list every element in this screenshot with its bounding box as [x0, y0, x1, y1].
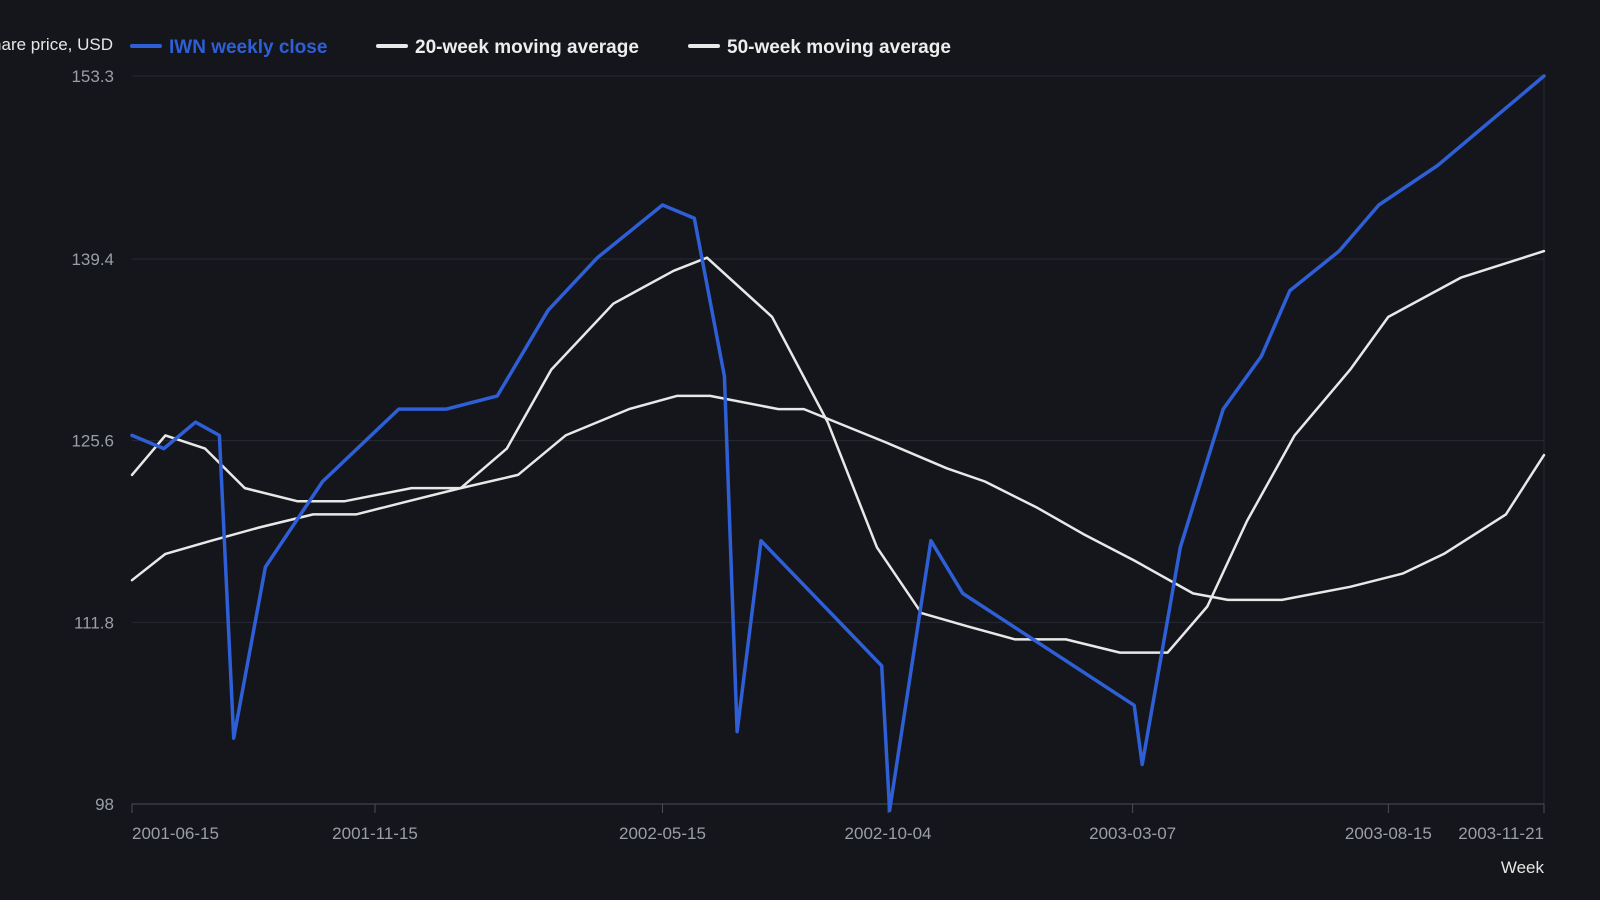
close-line	[130, 74, 1546, 813]
series-lines	[130, 74, 1546, 813]
ma50-line	[130, 394, 1546, 602]
x-tick-label: 2002-10-04	[845, 824, 932, 843]
y-axis-title: Share price, USD	[0, 35, 113, 54]
legend-label-close: IWN weekly close	[169, 37, 327, 58]
y-tick-label: 125.6	[71, 432, 114, 451]
legend-label-ma50: 50-week moving average	[727, 37, 951, 58]
y-tick-label: 98	[95, 795, 114, 814]
x-axis-title: Week	[1501, 858, 1545, 877]
y-tick-label: 153.3	[71, 67, 114, 86]
gridlines	[132, 75, 1545, 805]
x-tick-label: 2001-06-15	[132, 824, 219, 843]
y-axis-ticks: 98 111.8 125.6 139.4 153.3	[71, 67, 114, 814]
x-tick-label: 2002-05-15	[619, 824, 706, 843]
x-tick-label: 2003-11-21	[1458, 824, 1544, 843]
x-tick-label: 2003-03-07	[1089, 824, 1176, 843]
y-tick-label: 111.8	[74, 613, 114, 632]
x-tick-label: 2001-11-15	[332, 824, 418, 843]
x-axis-ticks: 2001-06-15 2001-11-15 2002-05-15 2002-10-04…	[131, 804, 1545, 843]
y-tick-label: 139.4	[71, 250, 114, 269]
x-tick-label: 2003-08-15	[1345, 824, 1432, 843]
ma20-line	[130, 249, 1546, 654]
legend: IWN weekly close 20-week moving average 50…	[130, 37, 951, 58]
legend-label-ma20: 20-week moving average	[415, 37, 639, 58]
